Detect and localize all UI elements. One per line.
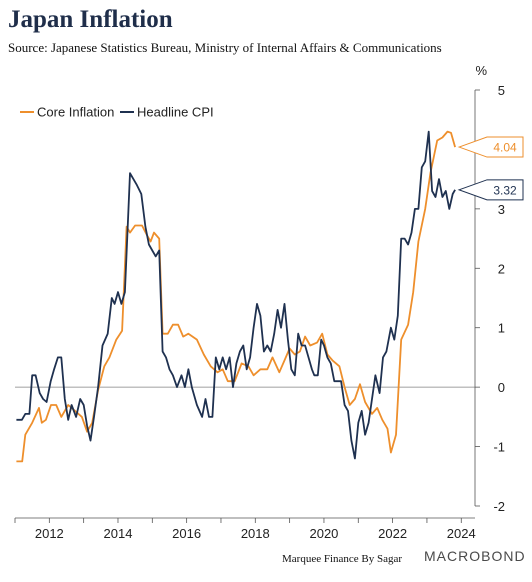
y-tick-label: 5 [498, 83, 505, 98]
y-tick-label: 2 [498, 261, 505, 276]
headline-cpi-line [16, 130, 456, 460]
y-tick-label: 0 [498, 380, 505, 395]
core-inflation-line [16, 130, 456, 463]
x-tick-label: 2020 [309, 526, 338, 541]
y-tick-label: -1 [493, 440, 505, 455]
x-tick-label: 2012 [35, 526, 64, 541]
y-tick-label: 3 [498, 202, 505, 217]
x-tick-label: 2016 [172, 526, 201, 541]
chart-subtitle: Source: Japanese Statistics Bureau, Mini… [8, 40, 442, 55]
macrobond-logo: MACROBOND [424, 548, 526, 564]
legend-label-core: Core Inflation [37, 105, 114, 120]
y-unit-label: % [475, 63, 487, 78]
headline-end-label: 3.32 [493, 183, 517, 197]
credit-text: Marquee Finance By Sagar [282, 553, 403, 565]
core-end-label-box [457, 136, 524, 158]
y-tick-label: -2 [493, 499, 505, 514]
y-tick-label: 1 [498, 321, 505, 336]
x-tick-label: 2024 [447, 526, 476, 541]
x-tick-label: 2014 [104, 526, 133, 541]
core-end-label: 4.04 [493, 141, 517, 155]
x-tick-label: 2022 [378, 526, 407, 541]
headline-end-label-box [457, 179, 524, 201]
x-tick-label: 2018 [241, 526, 270, 541]
legend-label-headline: Headline CPI [137, 105, 214, 120]
chart-title: Japan Inflation [8, 6, 173, 33]
